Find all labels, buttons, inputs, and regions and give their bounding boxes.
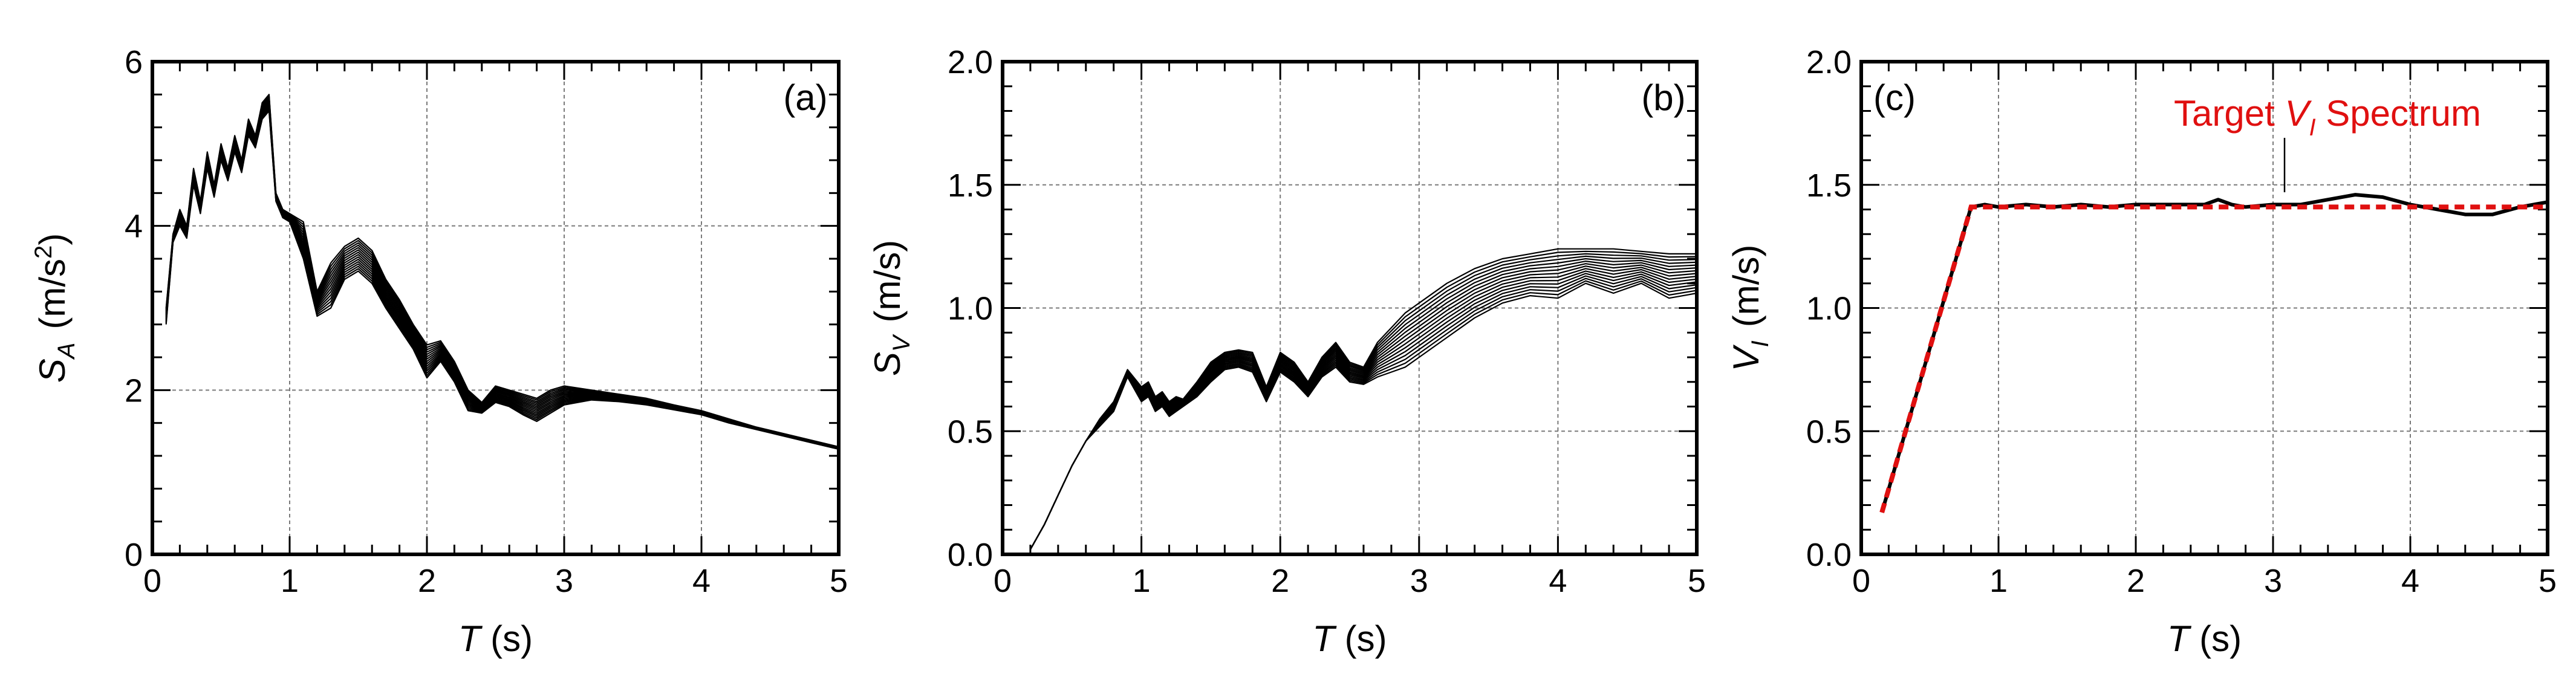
annotation-subscript: I — [2309, 114, 2315, 141]
y-axis-subscript: A — [53, 343, 80, 360]
spectrum-line — [1880, 193, 2548, 513]
y-tick-label: 2.0 — [1806, 44, 1852, 80]
x-tick-label: 3 — [2264, 563, 2282, 599]
annotation-symbol: V — [2285, 93, 2312, 134]
series-line — [1029, 273, 1697, 550]
x-tick-label: 0 — [143, 563, 161, 599]
series-line — [165, 94, 839, 448]
x-axis-label: T (s) — [2167, 618, 2242, 659]
y-axis-symbol: V — [1726, 344, 1766, 371]
annotation-text-tail: Spectrum — [2316, 93, 2481, 134]
data-layer — [165, 94, 839, 450]
data-layer — [1879, 193, 2548, 513]
x-axis-unit: (s) — [2190, 618, 2242, 659]
series-line — [1029, 258, 1697, 550]
y-tick-label: 0.5 — [1806, 413, 1852, 450]
x-axis-unit: (s) — [1335, 618, 1387, 659]
x-tick-label: 5 — [2539, 563, 2557, 599]
y-axis-symbol: S — [32, 358, 73, 383]
target-spectrum-annotation: Target VI Spectrum — [2174, 93, 2481, 141]
chart-panel-2: 0 1 2 3 4 5 0.0 0.5 1.0 1.5 2.0 T (s) SV (m/s) (b) — [867, 44, 1706, 659]
x-tick-label: 5 — [1688, 563, 1706, 599]
grid-lines — [1861, 62, 2548, 554]
y-tick-label: 1.0 — [1806, 291, 1852, 327]
annotation-text: Target — [2174, 93, 2285, 134]
series-line — [165, 102, 839, 449]
y-tick-label: 0.0 — [948, 537, 993, 573]
grid-lines — [1003, 62, 1697, 554]
y-axis-unit-close: ) — [32, 233, 73, 245]
data-layer — [1029, 248, 1697, 550]
plot-frame — [1859, 60, 2549, 556]
x-tick-label: 2 — [1271, 563, 1289, 599]
plot-frame — [151, 60, 841, 556]
series-line — [1029, 282, 1697, 550]
y-axis-unit-sup: 2 — [30, 245, 57, 259]
x-tick-label: 3 — [555, 563, 573, 599]
target-spectrum-line — [1879, 204, 2548, 513]
y-tick-label: 2.0 — [948, 44, 993, 80]
x-axis-symbol: T — [458, 618, 483, 659]
y-tick-label: 1.0 — [948, 291, 993, 327]
y-tick-label: 0.5 — [948, 413, 993, 450]
y-axis-label: VI (m/s) — [1726, 245, 1774, 372]
y-axis-subscript: V — [888, 334, 915, 352]
plot-frame — [1001, 60, 1699, 556]
y-axis-subscript: I — [1747, 340, 1774, 347]
x-tick-label: 2 — [418, 563, 436, 599]
y-tick-label: 6 — [125, 44, 143, 80]
panel-label: (b) — [1641, 77, 1685, 118]
series-line — [1029, 261, 1697, 550]
y-axis-unit: (m/s) — [1726, 245, 1766, 328]
y-tick-label: 0.0 — [1806, 537, 1852, 573]
x-tick-label: 1 — [281, 563, 299, 599]
x-tick-label: 5 — [830, 563, 848, 599]
series-line — [1029, 265, 1697, 550]
x-tick-label: 4 — [1549, 563, 1567, 599]
x-tick-label: 4 — [692, 563, 711, 599]
y-axis-symbol: S — [867, 352, 908, 376]
x-tick-label: 1 — [1989, 563, 2008, 599]
series-line — [1029, 270, 1697, 550]
x-tick-label: 3 — [1410, 563, 1428, 599]
series-line — [1029, 268, 1697, 550]
series-line — [1029, 253, 1697, 550]
series-line — [1029, 277, 1697, 550]
panel-label: (a) — [783, 77, 827, 118]
x-axis-unit: (s) — [481, 618, 533, 659]
chart-panel-3: 0 1 2 3 4 50.00.51.01.52.0T (s)VI(m/s)(c) Targ… — [1726, 44, 2557, 659]
series-line — [1029, 263, 1697, 550]
y-tick-label: 2 — [125, 372, 143, 409]
grid-lines — [152, 62, 839, 554]
panel-label: (c) — [1873, 77, 1916, 118]
series-line — [1029, 248, 1697, 550]
x-axis-symbol: T — [1312, 618, 1337, 659]
series-line — [1029, 250, 1697, 550]
series-line — [1029, 280, 1697, 550]
series-line — [1029, 275, 1697, 550]
y-axis-label: SA (m/s2) — [30, 233, 80, 383]
x-tick-label: 1 — [1133, 563, 1151, 599]
y-axis-label: SV (m/s) — [867, 240, 915, 376]
y-tick-label: 0 — [125, 537, 143, 573]
y-tick-label: 4 — [125, 209, 143, 245]
y-axis-unit: (m/s) — [867, 240, 908, 323]
y-tick-label: 1.5 — [1806, 167, 1852, 204]
x-tick-label: 0 — [994, 563, 1012, 599]
series-line — [1029, 255, 1697, 550]
y-axis-unit: (m/s — [32, 259, 73, 329]
x-tick-label: 4 — [2401, 563, 2419, 599]
x-axis-label: T (s) — [458, 618, 533, 659]
x-tick-label: 0 — [1852, 563, 1870, 599]
x-axis-label: T (s) — [1312, 618, 1387, 659]
x-tick-label: 2 — [2127, 563, 2145, 599]
y-tick-label: 1.5 — [948, 167, 993, 204]
x-axis-symbol: T — [2167, 618, 2192, 659]
